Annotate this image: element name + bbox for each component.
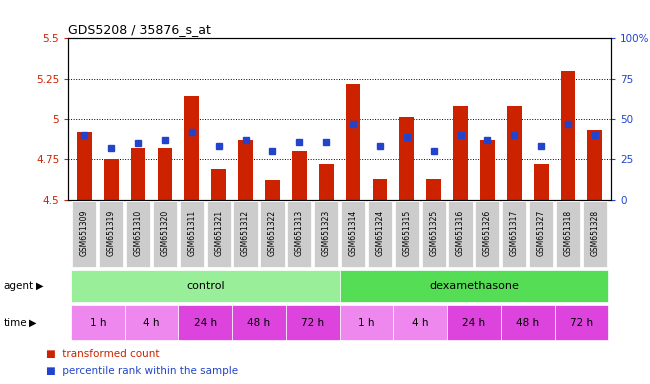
Bar	[77, 132, 92, 200]
FancyBboxPatch shape	[125, 305, 178, 340]
FancyBboxPatch shape	[178, 305, 232, 340]
Text: GSM651323: GSM651323	[322, 210, 331, 256]
FancyBboxPatch shape	[207, 201, 231, 267]
FancyBboxPatch shape	[339, 270, 608, 302]
Text: GDS5208 / 35876_s_at: GDS5208 / 35876_s_at	[68, 23, 211, 36]
Text: time: time	[3, 318, 27, 328]
Text: GSM651325: GSM651325	[429, 210, 438, 256]
FancyBboxPatch shape	[71, 270, 339, 302]
Bar	[211, 169, 226, 200]
Text: GSM651328: GSM651328	[590, 210, 599, 256]
Text: GSM651327: GSM651327	[537, 210, 545, 256]
Text: 4 h: 4 h	[143, 318, 160, 328]
Text: GSM651321: GSM651321	[214, 210, 223, 256]
Text: GSM651309: GSM651309	[80, 210, 89, 256]
FancyBboxPatch shape	[393, 305, 447, 340]
Bar	[426, 179, 441, 200]
Text: 1 h: 1 h	[90, 318, 106, 328]
Text: GSM651318: GSM651318	[564, 210, 573, 256]
FancyBboxPatch shape	[583, 201, 607, 267]
FancyBboxPatch shape	[368, 201, 392, 267]
FancyBboxPatch shape	[529, 201, 553, 267]
FancyBboxPatch shape	[475, 201, 499, 267]
FancyBboxPatch shape	[447, 305, 501, 340]
Text: GSM651316: GSM651316	[456, 210, 465, 256]
FancyBboxPatch shape	[287, 201, 311, 267]
FancyBboxPatch shape	[233, 201, 257, 267]
Text: ■  transformed count: ■ transformed count	[46, 349, 159, 359]
FancyBboxPatch shape	[261, 201, 285, 267]
Text: GSM651310: GSM651310	[134, 210, 142, 256]
Bar	[588, 130, 603, 200]
Text: 48 h: 48 h	[248, 318, 270, 328]
FancyBboxPatch shape	[180, 201, 204, 267]
Text: GSM651313: GSM651313	[295, 210, 304, 256]
FancyBboxPatch shape	[153, 201, 177, 267]
Bar	[318, 164, 333, 200]
Bar	[157, 148, 172, 200]
Bar	[292, 151, 307, 200]
Text: dexamethasone: dexamethasone	[429, 281, 519, 291]
FancyBboxPatch shape	[448, 201, 473, 267]
Text: 24 h: 24 h	[462, 318, 486, 328]
Text: 4 h: 4 h	[412, 318, 428, 328]
Text: ▶: ▶	[29, 318, 36, 328]
FancyBboxPatch shape	[554, 305, 608, 340]
Text: 48 h: 48 h	[516, 318, 540, 328]
Text: ▶: ▶	[36, 281, 44, 291]
Bar	[480, 140, 495, 200]
FancyBboxPatch shape	[339, 305, 393, 340]
Text: GSM651320: GSM651320	[161, 210, 170, 256]
Text: GSM651317: GSM651317	[510, 210, 519, 256]
Text: GSM651315: GSM651315	[402, 210, 411, 256]
Bar	[399, 118, 414, 200]
Bar	[534, 164, 549, 200]
FancyBboxPatch shape	[71, 305, 125, 340]
FancyBboxPatch shape	[126, 201, 150, 267]
Text: 72 h: 72 h	[301, 318, 324, 328]
Bar	[346, 84, 361, 200]
Bar	[453, 106, 468, 200]
FancyBboxPatch shape	[556, 201, 580, 267]
Text: GSM651314: GSM651314	[348, 210, 358, 256]
Text: GSM651319: GSM651319	[107, 210, 116, 256]
FancyBboxPatch shape	[341, 201, 365, 267]
FancyBboxPatch shape	[72, 201, 96, 267]
FancyBboxPatch shape	[232, 305, 286, 340]
Text: GSM651326: GSM651326	[483, 210, 492, 256]
Text: agent: agent	[3, 281, 33, 291]
FancyBboxPatch shape	[314, 201, 338, 267]
Text: ■  percentile rank within the sample: ■ percentile rank within the sample	[46, 366, 238, 376]
Bar	[372, 179, 387, 200]
Text: GSM651322: GSM651322	[268, 210, 277, 256]
Text: 1 h: 1 h	[358, 318, 375, 328]
Bar	[265, 180, 280, 200]
Text: GSM651324: GSM651324	[376, 210, 384, 256]
Text: GSM651311: GSM651311	[187, 210, 196, 256]
Text: 24 h: 24 h	[194, 318, 217, 328]
Bar	[238, 140, 253, 200]
Bar	[185, 96, 200, 200]
Bar	[507, 106, 522, 200]
FancyBboxPatch shape	[502, 201, 526, 267]
FancyBboxPatch shape	[501, 305, 554, 340]
Text: GSM651312: GSM651312	[241, 210, 250, 256]
FancyBboxPatch shape	[422, 201, 446, 267]
Bar	[104, 159, 119, 200]
Bar	[131, 148, 146, 200]
Text: control: control	[186, 281, 225, 291]
Bar	[560, 71, 575, 200]
FancyBboxPatch shape	[395, 201, 419, 267]
FancyBboxPatch shape	[286, 305, 339, 340]
Text: 72 h: 72 h	[570, 318, 593, 328]
FancyBboxPatch shape	[99, 201, 124, 267]
